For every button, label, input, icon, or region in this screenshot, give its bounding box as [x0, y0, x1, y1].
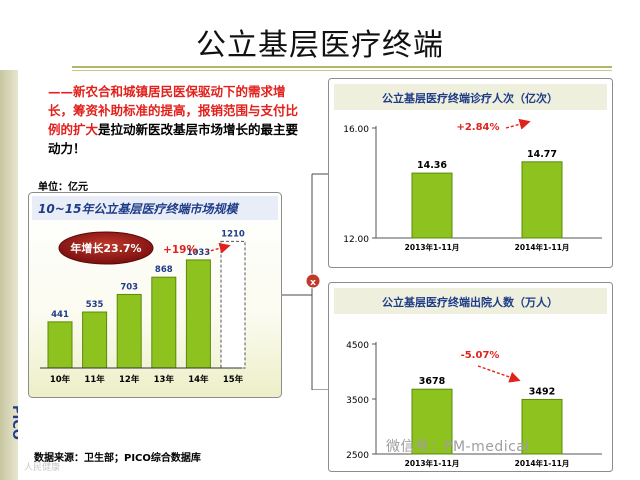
discharge-chart-title: 公立基层医疗终端出院人数（万人）: [382, 295, 558, 309]
market-bar-value: 441: [51, 310, 69, 320]
visits-bar-value: 14.36: [417, 160, 447, 171]
market-bar-value: 535: [86, 300, 104, 310]
connector-path: [282, 173, 328, 390]
market-bar-value: 703: [120, 282, 138, 292]
pico-logo: PICO: [9, 405, 18, 440]
visits-ytick-label: 12.00: [343, 235, 369, 245]
market-bar: [185, 259, 211, 369]
discharge-growth-label: -5.07%: [461, 350, 500, 361]
visits-category-label: 2014年1-11月: [515, 242, 570, 252]
visits-ytick-label: 16.00: [343, 125, 369, 135]
market-growth-label: +19%: [163, 244, 197, 256]
intro-text-red: ——新农合和城镇居民医保驱动下的需求增长，筹资补助标准的提高，报销范围与支付比例…: [48, 84, 299, 137]
market-bar-value: 1033: [187, 248, 211, 258]
visits-bar: [411, 172, 453, 239]
title-underline: [72, 66, 612, 68]
discharge-category-label: 2014年1-11月: [515, 458, 570, 468]
wechat-watermark: 微信号：PM-medical: [386, 439, 530, 455]
growth-badge: 年增长23.7%: [58, 231, 154, 265]
market-category-label: 10年: [50, 374, 71, 385]
discharge-chart: 公立基层医疗终端出院人数（万人） 4500 3500 2500 3678 3492 2…: [328, 282, 613, 472]
discharge-bar: [521, 398, 563, 455]
connector-badge-label: x: [310, 278, 316, 288]
discharge-bar-value: 3678: [419, 376, 446, 387]
market-bar-forecast: [220, 240, 246, 369]
title-underline-thin: [72, 70, 612, 71]
market-bar: [47, 321, 73, 369]
market-bar-value: 868: [155, 265, 173, 275]
connector-lines: x: [282, 173, 328, 390]
visits-bar-value: 14.77: [527, 149, 557, 160]
market-bar: [82, 311, 108, 369]
discharge-category-label: 2013年1-11月: [405, 458, 460, 468]
discharge-bar: [411, 388, 453, 455]
visits-chart: 公立基层医疗终端诊疗人次（亿次） 16.00 12.00 14.36 14.77 2…: [328, 78, 613, 268]
market-chart-title-bg: [32, 196, 278, 220]
visits-chart-title: 公立基层医疗终端诊疗人次（亿次）: [382, 91, 558, 105]
market-growth-arrow: [205, 242, 231, 254]
market-category-label: 15年: [223, 374, 244, 385]
unit-label: 单位：亿元: [38, 182, 88, 193]
growth-badge-label: 年增长23.7%: [70, 241, 141, 255]
visits-bar: [521, 161, 563, 239]
market-bar-value: 1210: [221, 229, 245, 239]
market-category-label: 13年: [154, 374, 175, 385]
page-title: 公立基层医疗终端: [196, 28, 444, 63]
visits-chart-title-bg: [334, 84, 607, 110]
intro-text: ——新农合和城镇居民医保驱动下的需求增长，筹资补助标准的提高，报销范围与支付比例…: [48, 82, 310, 158]
discharge-chart-title-bg: [334, 288, 607, 314]
market-category-label: 14年: [188, 374, 209, 385]
connector-badge: [305, 273, 321, 289]
left-decor-bar: [0, 70, 18, 480]
intro-text-black: 是拉动新医改基层市场增长的最主要动力！: [48, 122, 299, 156]
discharge-growth-arrow: [477, 365, 521, 383]
market-bar: [151, 276, 177, 369]
pico-logo-text: PICO: [9, 405, 18, 440]
market-bar: [116, 293, 142, 369]
visits-category-label: 2013年1-11月: [405, 242, 460, 252]
market-size-chart: 10~15年公立基层医疗终端市场规模 44153570386810331210 …: [28, 192, 282, 398]
discharge-bar-value: 3492: [529, 386, 555, 397]
data-source: 数据来源：卫生部；PICO综合数据库: [34, 453, 201, 464]
discharge-ytick-label: 2500: [346, 451, 369, 461]
visits-growth-label: +2.84%: [456, 122, 499, 133]
market-chart-title: 10~15年公立基层医疗终端市场规模: [38, 202, 239, 216]
market-category-label: 11年: [84, 374, 105, 385]
bottom-watermark: 人民健康: [24, 463, 61, 473]
visits-growth-arrow: [505, 118, 531, 130]
market-category-label: 12年: [119, 374, 140, 385]
discharge-ytick-label: 3500: [346, 396, 369, 406]
discharge-ytick-label: 4500: [346, 341, 369, 351]
